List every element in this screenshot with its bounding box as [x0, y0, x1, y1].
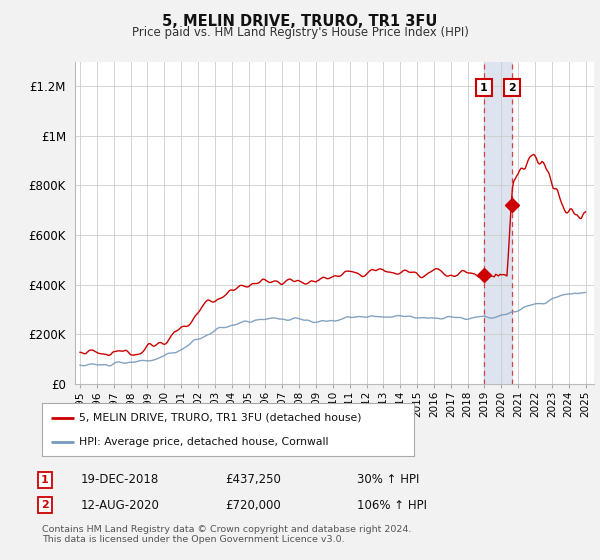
Text: 5, MELIN DRIVE, TRURO, TR1 3FU: 5, MELIN DRIVE, TRURO, TR1 3FU: [163, 14, 437, 29]
Text: £437,250: £437,250: [225, 473, 281, 487]
Text: 30% ↑ HPI: 30% ↑ HPI: [357, 473, 419, 487]
Text: 2: 2: [41, 500, 49, 510]
Text: 1: 1: [480, 83, 488, 92]
Text: 19-DEC-2018: 19-DEC-2018: [81, 473, 159, 487]
Text: HPI: Average price, detached house, Cornwall: HPI: Average price, detached house, Corn…: [79, 437, 329, 447]
Text: 5, MELIN DRIVE, TRURO, TR1 3FU (detached house): 5, MELIN DRIVE, TRURO, TR1 3FU (detached…: [79, 413, 362, 423]
Text: 106% ↑ HPI: 106% ↑ HPI: [357, 498, 427, 512]
Text: Contains HM Land Registry data © Crown copyright and database right 2024.
This d: Contains HM Land Registry data © Crown c…: [42, 525, 412, 544]
Text: 2: 2: [508, 83, 515, 92]
Bar: [484, 62, 512, 384]
Text: Price paid vs. HM Land Registry's House Price Index (HPI): Price paid vs. HM Land Registry's House …: [131, 26, 469, 39]
Text: £720,000: £720,000: [225, 498, 281, 512]
Text: 1: 1: [41, 475, 49, 485]
Text: 12-AUG-2020: 12-AUG-2020: [81, 498, 160, 512]
